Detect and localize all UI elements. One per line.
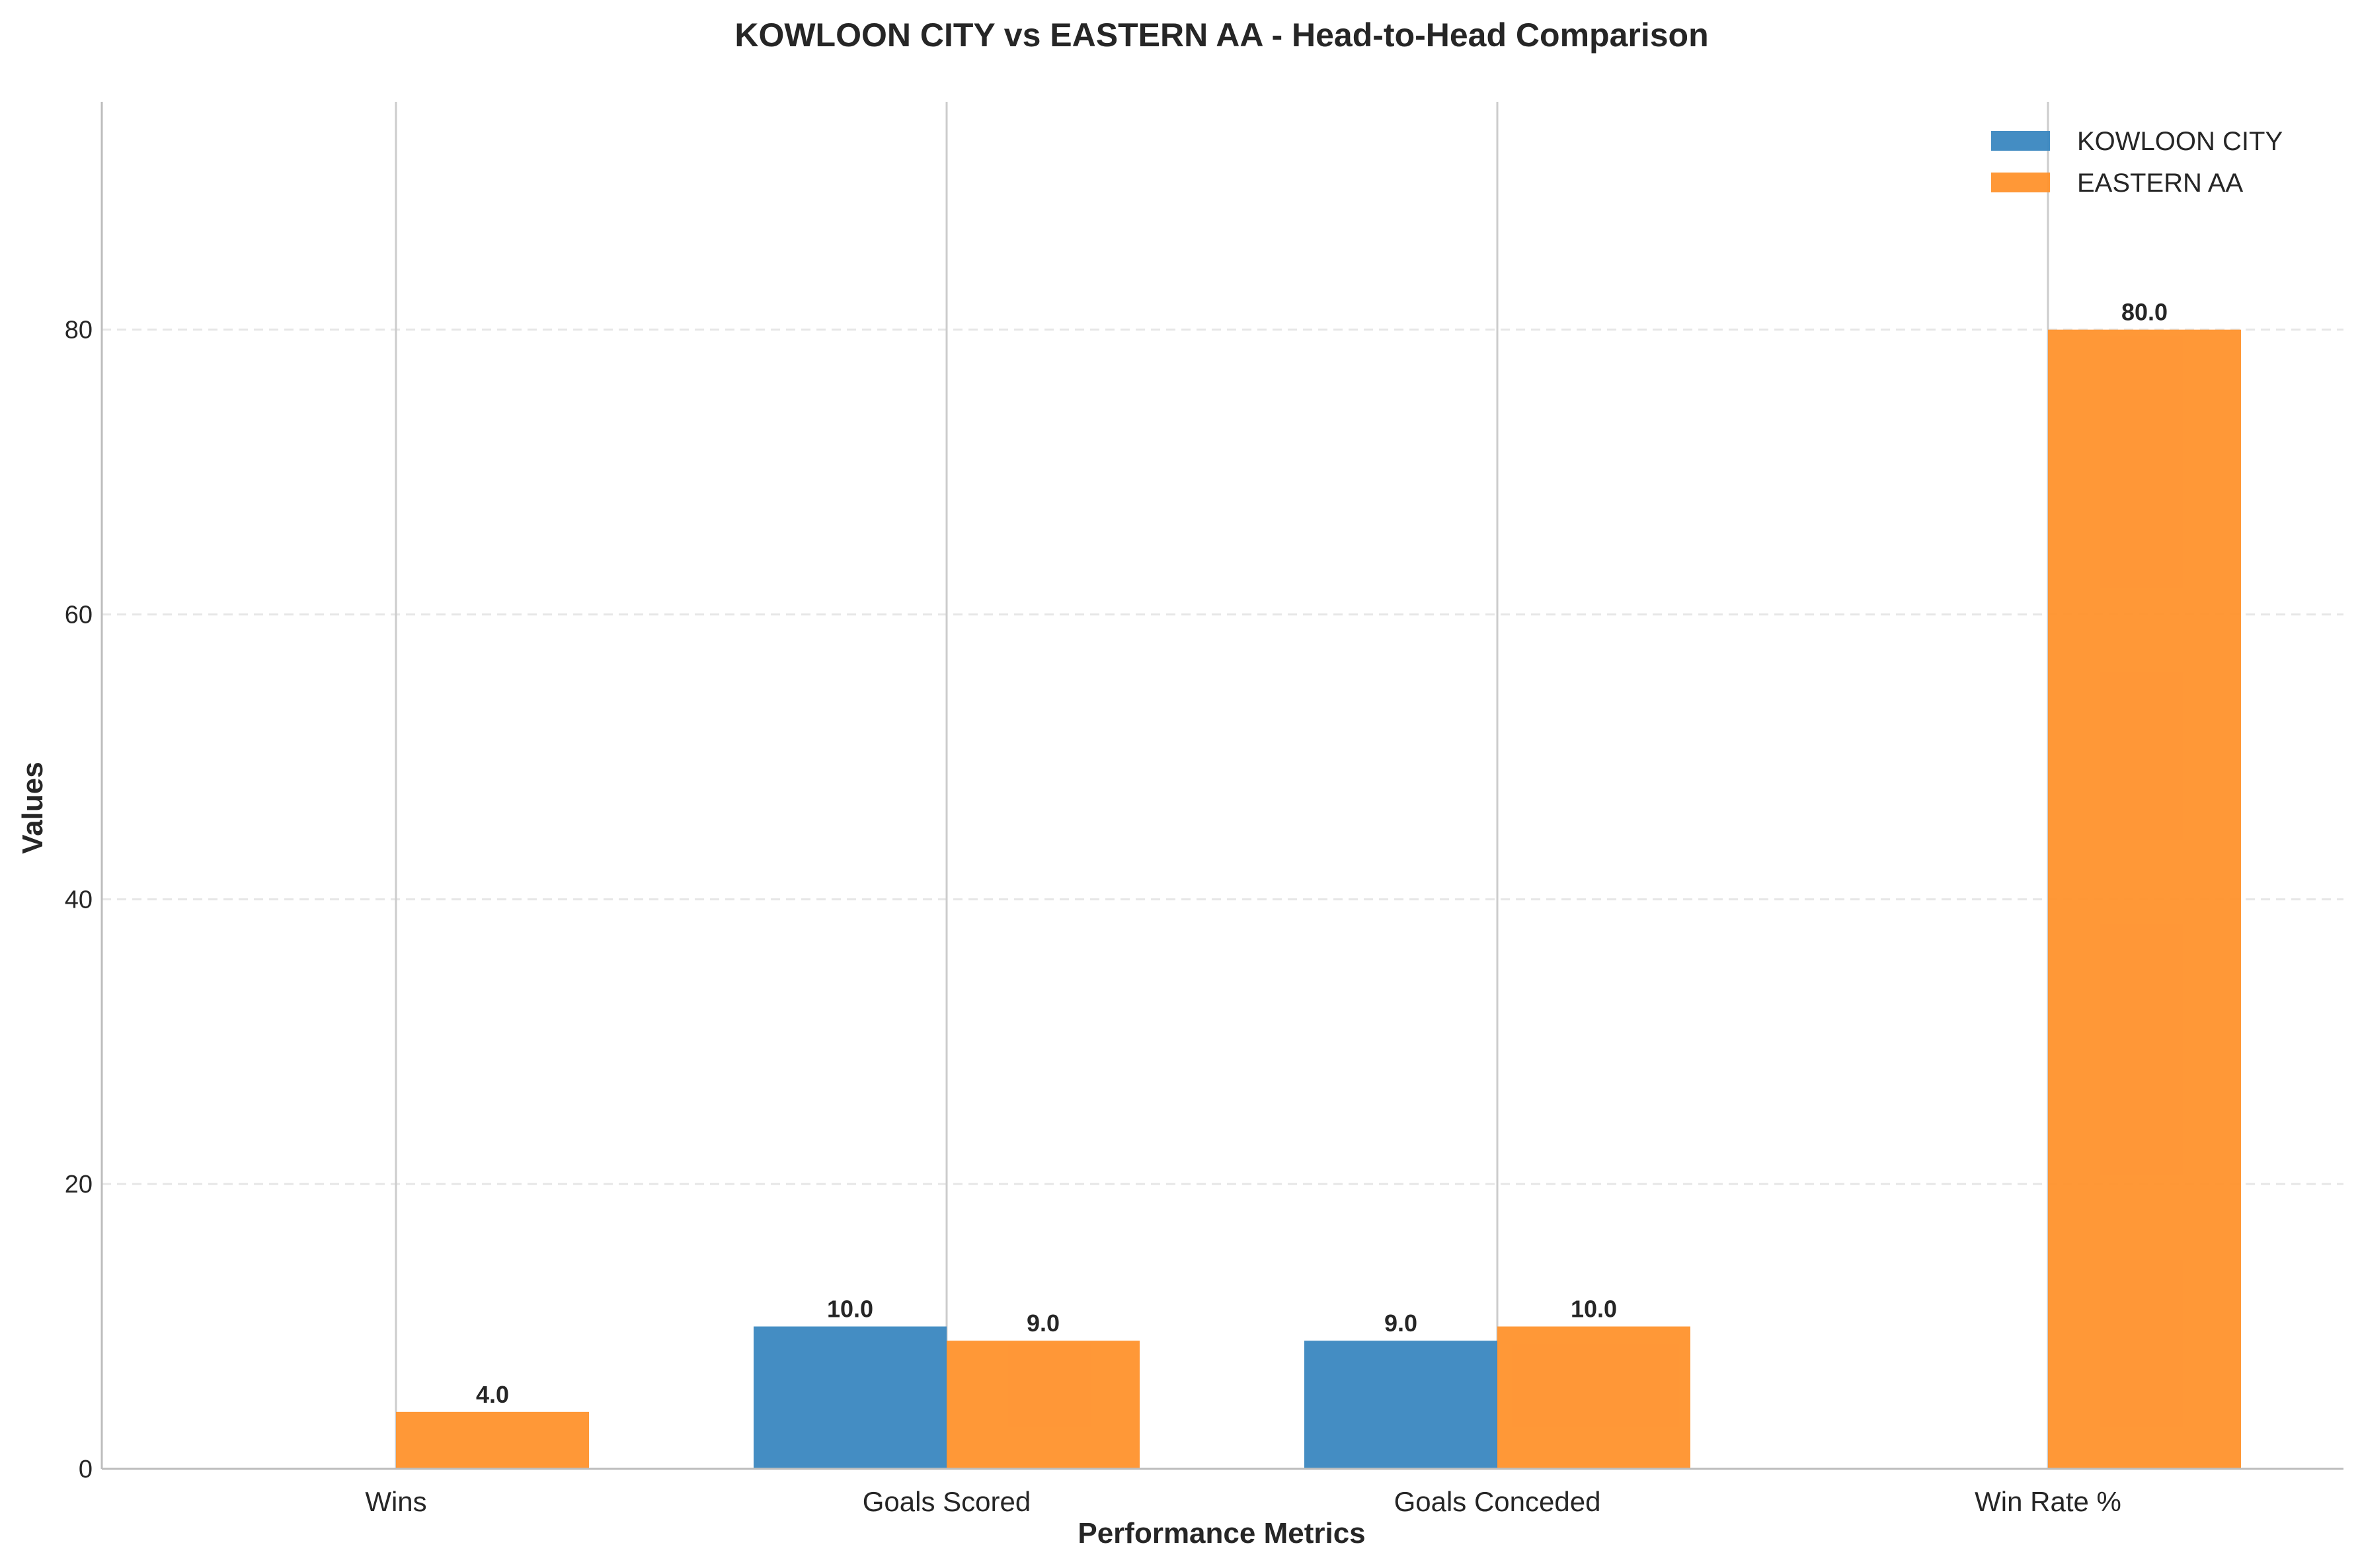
legend-swatch	[1991, 173, 2050, 192]
legend-label: EASTERN AA	[2077, 169, 2244, 198]
y-tick-labels: 0 20 40 60 80	[65, 317, 93, 1483]
legend: KOWLOON CITY EASTERN AA	[1991, 127, 2283, 198]
bar	[396, 1411, 589, 1469]
y-tick-label: 80	[65, 317, 93, 344]
bar	[1304, 1341, 1497, 1469]
bar	[754, 1326, 947, 1469]
y-tick-label: 60	[65, 602, 93, 629]
y-axis-label: Values	[17, 762, 49, 853]
category-separators	[395, 102, 2049, 1469]
y-tick-label: 20	[65, 1171, 93, 1198]
bars	[396, 329, 2241, 1470]
y-tick-label: 40	[65, 886, 93, 914]
bar-value-label: 80.0	[2121, 299, 2168, 326]
x-tick-label: Goals Scored	[863, 1486, 1031, 1517]
bar-value-labels: 10.0 9.0 4.0 9.0 10.0 80.0	[476, 299, 2168, 1408]
chart-title: KOWLOON CITY vs EASTERN AA - Head-to-Hea…	[734, 17, 1708, 54]
y-tick-label: 0	[79, 1456, 93, 1483]
bar	[1497, 1326, 1690, 1469]
x-axis-label: Performance Metrics	[1078, 1517, 1365, 1549]
axes	[100, 102, 2343, 1470]
bar-value-label: 9.0	[1384, 1310, 1417, 1337]
bar	[2048, 329, 2241, 1470]
bar-value-label: 9.0	[1027, 1310, 1060, 1337]
x-tick-label: Wins	[365, 1486, 426, 1517]
legend-label: KOWLOON CITY	[2077, 127, 2283, 156]
bar-value-label: 10.0	[827, 1296, 873, 1323]
x-tick-labels: Wins Goals Scored Goals Conceded Win Rate %	[365, 1486, 2121, 1517]
bar	[947, 1341, 1140, 1469]
bar-value-label: 10.0	[1571, 1296, 1617, 1323]
grid	[102, 329, 2343, 1185]
x-tick-label: Goals Conceded	[1394, 1486, 1601, 1517]
bar-value-label: 4.0	[476, 1381, 509, 1408]
legend-swatch	[1991, 131, 2050, 151]
x-tick-label: Win Rate %	[1975, 1486, 2121, 1517]
